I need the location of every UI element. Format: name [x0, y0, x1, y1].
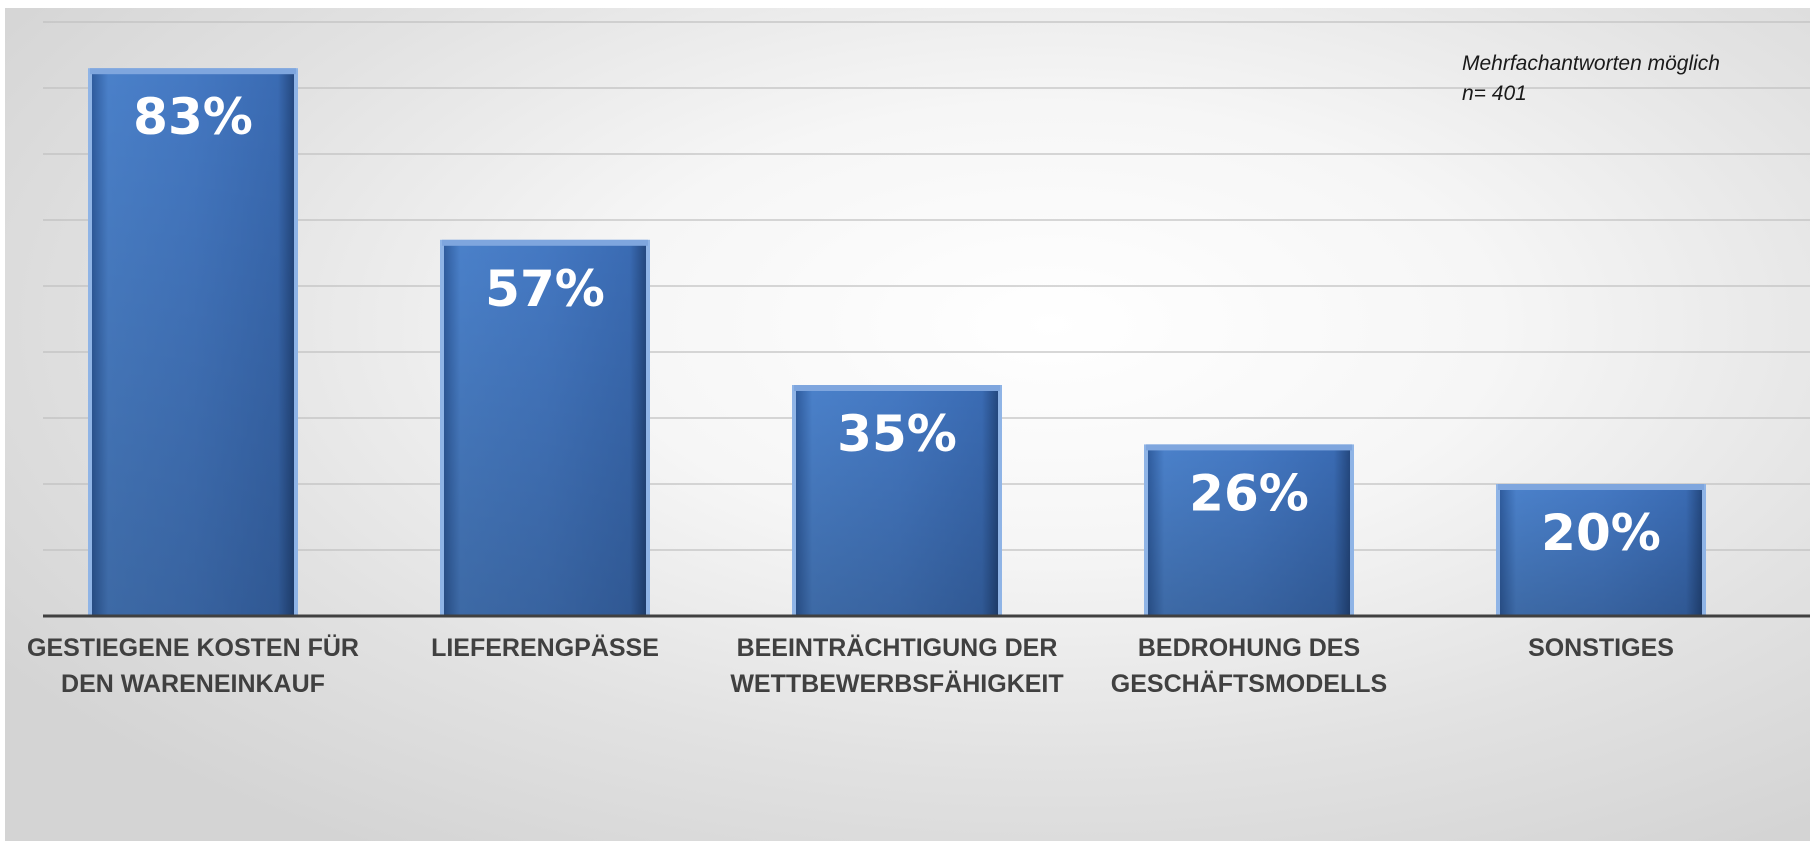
data-label: 35% — [837, 405, 957, 463]
bar-5: 20% — [1496, 484, 1706, 616]
bar-shade — [444, 244, 646, 617]
bar-chart: 83% 57% 35% 26% 20% — [43, 21, 1810, 618]
bar-4: 26% — [1144, 444, 1354, 616]
bar-shade — [796, 390, 998, 616]
data-label: 57% — [485, 260, 605, 318]
bar-shade — [92, 73, 294, 616]
bar-top-highlight — [1146, 444, 1352, 451]
category-label: SONSTIGES — [1528, 634, 1674, 662]
bar-shade — [1148, 449, 1350, 616]
bar-top-highlight — [794, 385, 1000, 391]
bars: 83% 57% 35% 26% 20% — [88, 68, 1706, 617]
bar-2: 57% — [440, 239, 650, 617]
category-label: LIEFERENGPÄSSE — [431, 634, 659, 662]
category-label: BEEINTRÄCHTIGUNG DER WETTBEWERBSFÄHIGKEI… — [730, 634, 1064, 698]
annotation-multiple-answers: Mehrfachantworten möglich — [1462, 52, 1720, 75]
data-label: 26% — [1189, 464, 1309, 522]
bar-top-highlight — [442, 239, 648, 246]
data-label: 20% — [1541, 504, 1661, 562]
chart-area: 83% 57% 35% 26% 20% Mehrfachantworten möglic… — [5, 8, 1810, 841]
category-label: BEDROHUNG DES GESCHÄFTSMODELLS — [1110, 634, 1388, 698]
category-label: GESTIEGENE KOSTEN FÜR DEN WARENEINKAUF — [27, 634, 359, 698]
data-label: 83% — [133, 88, 253, 146]
annotation-sample-size: n= 401 — [1462, 82, 1527, 105]
bar-3: 35% — [792, 385, 1002, 616]
bar-shade — [1500, 489, 1702, 616]
bar-top-highlight — [90, 68, 296, 75]
bar-top-highlight — [1498, 484, 1704, 490]
bar-1: 83% — [88, 68, 298, 616]
gridlines — [43, 21, 1810, 551]
